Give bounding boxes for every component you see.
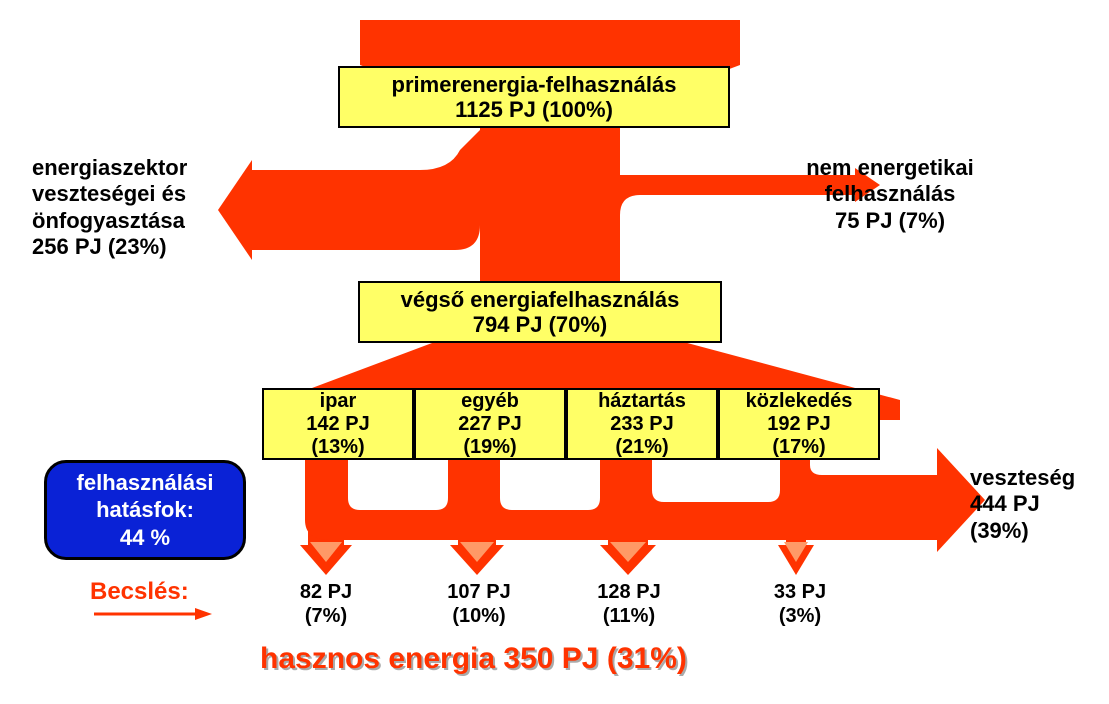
left-l3: önfogyasztása (32, 208, 187, 234)
box-sector-haztartas: háztartás 233 PJ (21%) (566, 388, 718, 460)
box-sector-egyeb: egyéb 227 PJ (19%) (414, 388, 566, 460)
pill-l1: felhasználási (77, 469, 214, 497)
label-non-energy: nem energetikai felhasználás 75 PJ (7%) (760, 155, 1020, 234)
mid-line1: végső energiafelhasználás (401, 287, 680, 312)
s0-l1: ipar (320, 390, 357, 413)
o3-2: (3%) (750, 604, 850, 628)
s1-l1: egyéb (461, 390, 519, 413)
out-egyeb: 107 PJ (10%) (424, 580, 534, 628)
s3-l2: 192 PJ (767, 413, 830, 436)
box-primary-energy: primerenergia-felhasználás 1125 PJ (100%… (338, 66, 730, 128)
s0-l2: 142 PJ (306, 413, 369, 436)
pill-l2: hatásfok: (96, 496, 194, 524)
mid-line2: 794 PJ (70%) (473, 312, 608, 337)
o1-1: 107 PJ (424, 580, 534, 604)
left-l1: energiaszektor (32, 155, 187, 181)
o0-2: (7%) (276, 604, 376, 628)
right-l2: felhasználás (760, 181, 1020, 207)
s1-l3: (19%) (463, 436, 516, 459)
primary-line1: primerenergia-felhasználás (392, 72, 677, 97)
out-ipar: 82 PJ (7%) (276, 580, 376, 628)
box-sector-ipar: ipar 142 PJ (13%) (262, 388, 414, 460)
o1-2: (10%) (424, 604, 534, 628)
left-l4: 256 PJ (23%) (32, 234, 187, 260)
becsles-label: Becslés: (90, 578, 189, 606)
s2-l1: háztartás (598, 390, 686, 413)
s2-l3: (21%) (615, 436, 668, 459)
loss-l2: 444 PJ (970, 491, 1075, 517)
box-final-energy: végső energiafelhasználás 794 PJ (70%) (358, 281, 722, 343)
o2-1: 128 PJ (574, 580, 684, 604)
s0-l3: (13%) (311, 436, 364, 459)
s3-l3: (17%) (772, 436, 825, 459)
efficiency-pill: felhasználási hatásfok: 44 % (44, 460, 246, 560)
o0-1: 82 PJ (276, 580, 376, 604)
out-haztartas: 128 PJ (11%) (574, 580, 684, 628)
primary-line2: 1125 PJ (100%) (455, 97, 613, 122)
pill-l3: 44 % (120, 524, 170, 552)
label-loss: veszteség 444 PJ (39%) (970, 465, 1075, 544)
box-sector-kozlekedes: közlekedés 192 PJ (17%) (718, 388, 880, 460)
label-sector-loss: energiaszektor veszteségei és önfogyaszt… (32, 155, 187, 261)
out-kozlekedes: 33 PJ (3%) (750, 580, 850, 628)
s2-l2: 233 PJ (610, 413, 673, 436)
left-l2: veszteségei és (32, 181, 187, 207)
s3-l1: közlekedés (746, 390, 853, 413)
right-l1: nem energetikai (760, 155, 1020, 181)
s1-l2: 227 PJ (458, 413, 521, 436)
loss-l1: veszteség (970, 465, 1075, 491)
o3-1: 33 PJ (750, 580, 850, 604)
o2-2: (11%) (574, 604, 684, 628)
useful-energy-title: hasznos energia 350 PJ (31%) (260, 642, 687, 676)
loss-l3: (39%) (970, 518, 1075, 544)
right-l3: 75 PJ (7%) (760, 208, 1020, 234)
